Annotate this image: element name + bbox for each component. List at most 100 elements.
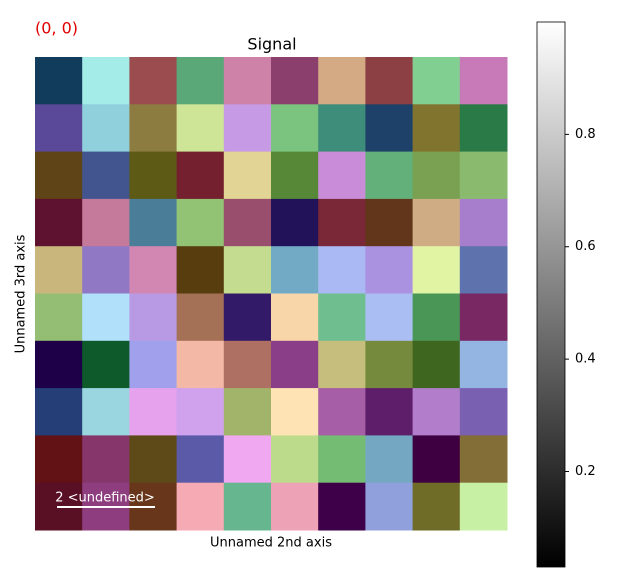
pixel [318, 198, 366, 247]
pixel [82, 104, 130, 153]
pixel [129, 151, 178, 200]
pixel [412, 104, 461, 153]
pixel [459, 104, 508, 153]
pixel [459, 388, 508, 436]
pixel [223, 104, 272, 153]
pixel [176, 482, 225, 531]
pixel [459, 246, 508, 294]
image [35, 57, 508, 531]
pixel [35, 246, 83, 294]
colorbar [536, 21, 566, 568]
pixel [459, 482, 508, 531]
pixel [318, 435, 366, 484]
pixel [318, 151, 366, 200]
pixel [318, 104, 366, 153]
pixel [223, 340, 272, 389]
pixel [271, 340, 319, 389]
colorbar-tick-label: 0.8 [575, 127, 596, 142]
pixel [365, 388, 414, 436]
pixel [223, 246, 272, 294]
pixel [271, 57, 319, 105]
pixel [82, 340, 130, 389]
pixel [365, 57, 414, 105]
pixel [459, 198, 508, 247]
pixel [365, 482, 414, 531]
pixel [35, 435, 83, 484]
pixel [223, 388, 272, 436]
pixel [176, 104, 225, 153]
pixel [365, 293, 414, 342]
pixel [271, 104, 319, 153]
pixel [35, 388, 83, 436]
pixel [35, 104, 83, 153]
pixel [459, 57, 508, 105]
pixel [223, 198, 272, 247]
pixel [271, 482, 319, 531]
pixel [459, 151, 508, 200]
colorbar-tick-label: 0.4 [575, 352, 596, 367]
pixel [82, 57, 130, 105]
pixel [129, 435, 178, 484]
pixel [35, 293, 83, 342]
pixel [82, 388, 130, 436]
pixel [271, 293, 319, 342]
pixel [223, 57, 272, 105]
pixel [365, 340, 414, 389]
chart-title: Signal [247, 35, 296, 54]
pixel [35, 151, 83, 200]
pixel [412, 388, 461, 436]
pixel [412, 340, 461, 389]
pixel [176, 435, 225, 484]
pixel [129, 246, 178, 294]
pixel [223, 293, 272, 342]
pixel [365, 435, 414, 484]
pixel [176, 340, 225, 389]
pixel [82, 198, 130, 247]
pixel [459, 293, 508, 342]
y-axis-label: Unnamed 3rd axis [14, 234, 29, 353]
pixel [176, 388, 225, 436]
pixel [82, 293, 130, 342]
pixel [365, 198, 414, 247]
pixel [365, 151, 414, 200]
pixel [176, 151, 225, 200]
pixel [129, 57, 178, 105]
pixel [176, 198, 225, 247]
pixel [129, 198, 178, 247]
pixel [129, 104, 178, 153]
pixel [35, 57, 83, 105]
pixel [223, 482, 272, 531]
pixel [318, 388, 366, 436]
pixel [412, 57, 461, 105]
colorbar-tick-label: 0.6 [575, 239, 596, 254]
pixel [318, 482, 366, 531]
pixel [412, 482, 461, 531]
pixel [459, 435, 508, 484]
pixel [271, 435, 319, 484]
pixel [223, 435, 272, 484]
pixel [318, 340, 366, 389]
pixel [318, 293, 366, 342]
pixel [129, 340, 178, 389]
pixel [271, 388, 319, 436]
scalebar-label: 2 <undefined> [55, 491, 155, 506]
pixel [176, 57, 225, 105]
pixel [271, 151, 319, 200]
annotation: (0, 0) [35, 19, 78, 38]
pixel [459, 340, 508, 389]
pixel [365, 104, 414, 153]
pixel [271, 198, 319, 247]
colorbar-tick-label: 0.2 [575, 464, 596, 479]
pixel [35, 340, 83, 389]
pixel [82, 435, 130, 484]
pixel [271, 246, 319, 294]
pixel [176, 246, 225, 294]
pixel [129, 293, 178, 342]
pixel [412, 198, 461, 247]
pixel [412, 435, 461, 484]
pixel [176, 293, 225, 342]
pixel [129, 388, 178, 436]
pixel [82, 246, 130, 294]
pixel [35, 198, 83, 247]
